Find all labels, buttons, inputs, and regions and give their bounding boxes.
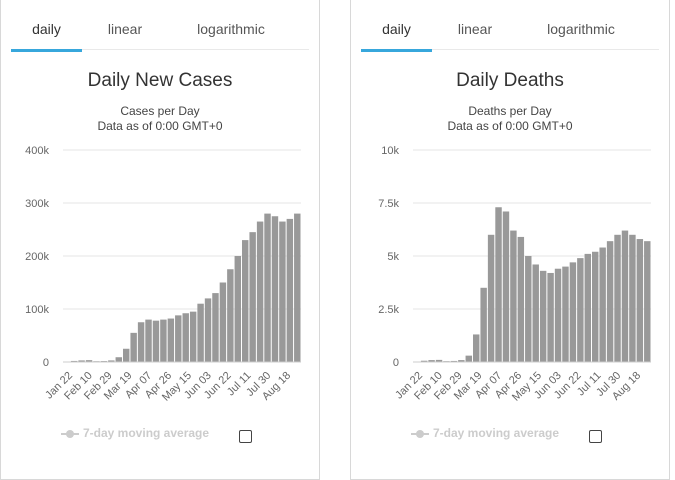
bar [70, 360, 78, 362]
bar [167, 318, 175, 362]
moving-average-legend[interactable]: 7-day moving average [61, 426, 209, 440]
bar [554, 268, 562, 362]
bar [137, 322, 145, 362]
bar [175, 315, 182, 362]
tab-daily[interactable]: daily [361, 0, 432, 52]
bar [271, 216, 279, 362]
bar [212, 293, 219, 362]
deaths-chart-tabs: daily linear logarithmic [361, 0, 659, 52]
bar [227, 269, 234, 362]
legend-marker-icon [61, 429, 79, 439]
bar [189, 311, 197, 362]
bar [636, 239, 644, 362]
y-tick-label: 5k [387, 251, 399, 263]
bar [525, 256, 532, 362]
bar [435, 359, 443, 362]
bar [123, 348, 130, 362]
chart-subtitle: Cases per Day [120, 104, 200, 118]
bar [182, 313, 189, 362]
tab-daily[interactable]: daily [11, 0, 82, 52]
deaths-chart-panel: daily linear logarithmic Daily Deaths De… [350, 0, 670, 480]
bar [264, 213, 271, 362]
bar [249, 232, 256, 362]
bar [517, 236, 525, 362]
bar [539, 270, 547, 362]
bar [495, 207, 502, 362]
y-tick-label: 200k [25, 251, 49, 263]
bar [458, 360, 465, 362]
bar [592, 251, 599, 362]
bar [420, 360, 428, 362]
bar [160, 319, 167, 362]
bar [487, 234, 495, 362]
y-tick-label: 0 [393, 357, 399, 369]
bar [219, 282, 227, 362]
bar [85, 360, 93, 362]
bar [428, 360, 435, 362]
bar [130, 332, 137, 362]
bar [286, 218, 294, 362]
bar [614, 234, 621, 362]
y-tick-label: 2.5k [378, 304, 399, 316]
bar [473, 334, 480, 362]
bar [480, 287, 487, 362]
bar [242, 240, 249, 362]
bar [197, 303, 204, 362]
legend-marker-icon [411, 429, 429, 439]
bar [532, 264, 539, 362]
y-tick-label: 7.5k [378, 198, 399, 210]
chart-title: Daily New Cases [87, 70, 233, 91]
moving-average-checkbox[interactable] [589, 430, 602, 443]
bar [599, 247, 606, 362]
bar [108, 360, 115, 362]
bar [465, 355, 472, 362]
bar [510, 230, 517, 362]
tab-linear[interactable]: linear [457, 21, 493, 37]
bar [152, 320, 160, 362]
bar [204, 298, 212, 362]
y-tick-label: 300k [25, 198, 49, 210]
bar [569, 262, 577, 362]
tab-linear[interactable]: linear [107, 21, 143, 37]
legend-label: 7-day moving average [83, 426, 210, 440]
chart-title: Daily Deaths [456, 70, 564, 91]
bar [562, 266, 569, 362]
moving-average-legend[interactable]: 7-day moving average [411, 426, 559, 440]
bar [294, 213, 301, 362]
bar [606, 241, 614, 362]
data-timestamp: Data as of 0:00 GMT+0 [447, 119, 573, 133]
cases-chart-panel: daily linear logarithmic Daily New Cases… [0, 0, 320, 480]
data-timestamp: Data as of 0:00 GMT+0 [97, 119, 223, 133]
y-tick-label: 400k [25, 145, 49, 157]
y-tick-label: 0 [43, 357, 49, 369]
moving-average-checkbox[interactable] [239, 430, 252, 443]
bar [256, 221, 264, 362]
bar [644, 241, 651, 362]
bar [547, 272, 554, 362]
bar [502, 211, 510, 362]
bar [78, 360, 85, 362]
tab-logarithmic[interactable]: logarithmic [197, 21, 265, 37]
bar [145, 319, 152, 362]
bar [621, 230, 629, 362]
bar [577, 258, 584, 362]
y-tick-label: 100k [25, 304, 49, 316]
bar [584, 253, 591, 362]
cases-chart-tabs: daily linear logarithmic [11, 0, 309, 52]
bar [629, 234, 636, 362]
bar [115, 357, 122, 362]
bar [450, 360, 458, 362]
chart-subtitle: Deaths per Day [468, 104, 552, 118]
bar [234, 256, 241, 362]
bar [279, 221, 286, 362]
legend-label: 7-day moving average [433, 426, 560, 440]
y-tick-label: 10k [381, 145, 399, 157]
tab-logarithmic[interactable]: logarithmic [547, 21, 615, 37]
